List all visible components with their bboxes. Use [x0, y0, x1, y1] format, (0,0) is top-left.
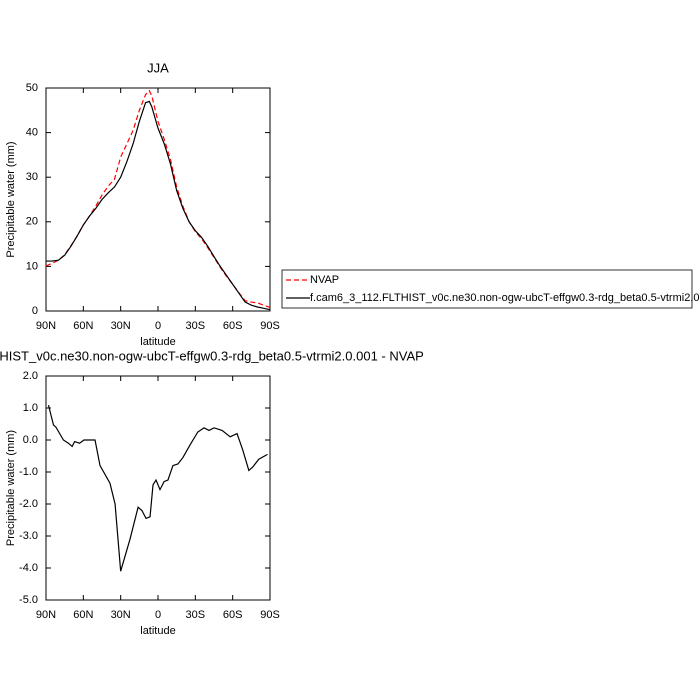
x-tick-label: 60S [223, 320, 243, 332]
x-tick-label: 60N [73, 609, 93, 621]
data-line [45, 89, 271, 308]
y-tick-label: 0.0 [23, 434, 38, 446]
y-tick-label: 0 [32, 305, 38, 317]
y-tick-label: 50 [26, 82, 38, 94]
y-tick-label: -5.0 [19, 594, 38, 606]
y-tick-label: -2.0 [19, 498, 38, 510]
plot-frame [45, 375, 271, 601]
x-tick-label: 60N [73, 320, 93, 332]
y-tick-label: 10 [26, 260, 38, 272]
x-tick-label: 90N [36, 320, 56, 332]
x-tick-label: 30N [111, 320, 131, 332]
y-tick-label: 40 [26, 127, 38, 139]
y-tick-label: 20 [26, 216, 38, 228]
y-tick-label: 1.0 [23, 402, 38, 414]
chart-title: f.cam6_3_112.FLTHIST_v0c.ne30.non-ogw-ub… [0, 348, 424, 363]
x-tick-label: 0 [155, 320, 161, 332]
y-tick-label: 30 [26, 171, 38, 183]
chart-title: JJA [147, 60, 169, 75]
x-tick-label: 90N [36, 609, 56, 621]
y-tick-label: -4.0 [19, 562, 38, 574]
x-tick-label: 0 [155, 609, 161, 621]
x-tick-label: 90S [260, 609, 280, 621]
x-tick-label: 90S [260, 320, 280, 332]
y-axis-label: Precipitable water (mm) [5, 141, 17, 257]
data-line [47, 404, 268, 572]
y-tick-label: 2.0 [23, 370, 38, 382]
x-axis-label: latitude [140, 625, 175, 637]
data-line [46, 100, 271, 311]
legend-label: NVAP [310, 274, 339, 286]
x-tick-label: 30S [186, 320, 206, 332]
x-tick-label: 30N [111, 609, 131, 621]
x-tick-label: 30S [186, 609, 206, 621]
x-axis-label: latitude [140, 336, 175, 348]
y-tick-label: -1.0 [19, 466, 38, 478]
x-tick-label: 60S [223, 609, 243, 621]
legend-box [281, 269, 693, 309]
y-tick-label: -3.0 [19, 530, 38, 542]
y-axis-label: Precipitable water (mm) [5, 430, 17, 546]
legend-label: f.cam6_3_112.FLTHIST_v0c.ne30.non-ogw-ub… [310, 292, 700, 304]
